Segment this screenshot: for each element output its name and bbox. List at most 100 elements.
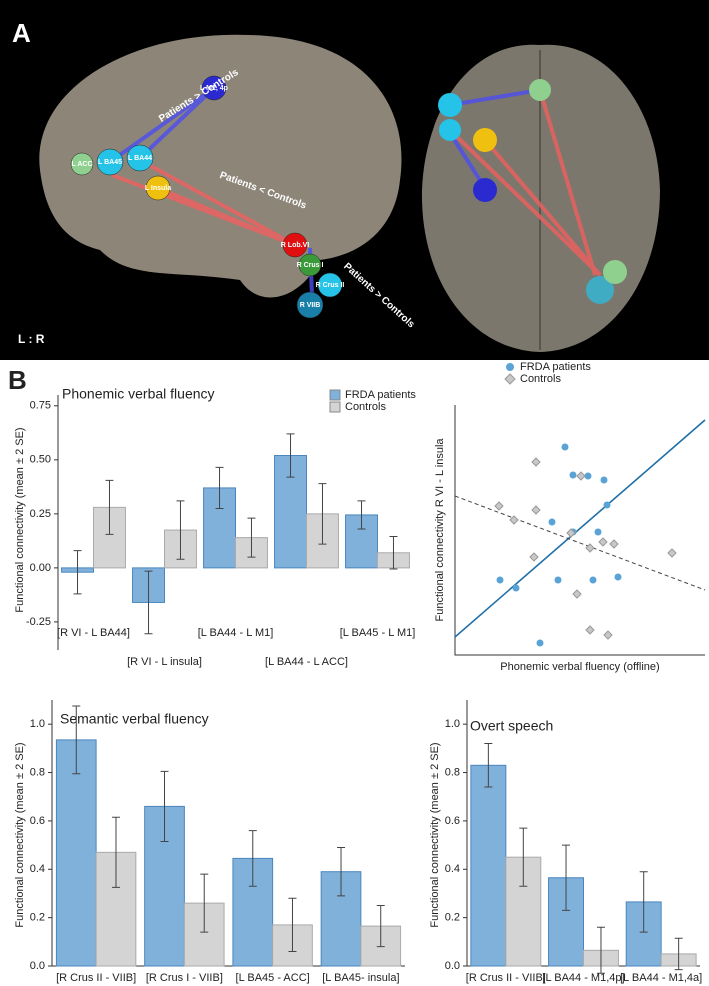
point xyxy=(594,528,602,536)
axial-nodes xyxy=(438,79,627,304)
x-tick-label: [L BA44 - L ACC] xyxy=(265,656,348,668)
connections-blue xyxy=(108,86,541,296)
error-bar xyxy=(484,743,493,788)
x-tick-label: [L BA45 - L M1] xyxy=(340,627,416,639)
y-tick-label: 0.00 xyxy=(30,562,51,574)
error-bar xyxy=(160,770,169,842)
y-tick-label: 0.2 xyxy=(30,912,45,924)
bar xyxy=(470,764,507,967)
brain-node xyxy=(126,144,154,172)
fit-line xyxy=(454,419,706,638)
x-tick-label: [L BA44 - M1,4p] xyxy=(542,972,624,984)
legend-label: Controls xyxy=(345,401,386,413)
error-bar xyxy=(639,871,648,933)
error-bar xyxy=(389,536,398,570)
brain-node xyxy=(282,232,308,258)
x-axis-label: Phonemic verbal fluency (offline) xyxy=(500,661,659,673)
legend-label: Controls xyxy=(520,373,561,385)
y-tick-label: 0.0 xyxy=(445,960,460,972)
node-label: L Insula xyxy=(145,185,171,192)
error-bar xyxy=(144,570,153,635)
point xyxy=(667,548,677,558)
y-axis-label: Functional connectivity R VI - L insula xyxy=(434,438,446,622)
x-tick-label: [R VI - L insula] xyxy=(127,656,202,668)
chart-title: Overt speech xyxy=(470,718,553,734)
x-tick-label: [L BA44 - M1,4a] xyxy=(620,972,702,984)
brain-node xyxy=(317,272,343,298)
node-label: R Crus I xyxy=(297,262,324,269)
point xyxy=(531,505,541,515)
point xyxy=(531,457,541,467)
error-bar xyxy=(562,844,571,911)
error-bar xyxy=(318,483,327,545)
error-bar xyxy=(674,937,683,971)
y-axis-label: Functional connectivity (mean ± 2 SE) xyxy=(429,742,441,927)
x-tick-label: [R VI - L BA44] xyxy=(57,627,130,639)
error-bar xyxy=(111,816,120,888)
error-bar xyxy=(200,873,209,933)
legend-swatch xyxy=(329,389,341,401)
error-bar xyxy=(519,827,528,887)
node-label: L M1, 4p xyxy=(200,85,228,92)
point xyxy=(609,539,619,549)
y-tick-label: 0.6 xyxy=(445,815,460,827)
point xyxy=(576,471,586,481)
point xyxy=(509,515,519,525)
fit-line xyxy=(454,495,706,591)
y-tick-label: 0.2 xyxy=(445,912,460,924)
node-label: R Lob.VI xyxy=(281,242,309,249)
x-tick-label: [L BA44 - L M1] xyxy=(198,627,274,639)
orientation-label: L : R xyxy=(18,332,45,346)
point xyxy=(598,537,608,547)
brain-node xyxy=(201,75,227,101)
bar xyxy=(55,739,97,967)
y-tick-label: 0.4 xyxy=(30,863,45,875)
point xyxy=(554,576,562,584)
error-bar xyxy=(176,500,185,560)
point xyxy=(603,501,611,509)
node-label: L ACC xyxy=(72,161,93,168)
panel-label: B xyxy=(8,365,27,395)
y-tick-label: 0.6 xyxy=(30,815,45,827)
x-tick-label: [L BA45 - ACC] xyxy=(236,972,310,984)
legend-label: FRDA patients xyxy=(520,361,591,373)
point xyxy=(548,518,556,526)
axes xyxy=(454,405,705,656)
error-bar xyxy=(596,926,605,974)
x-tick-label: [L BA45- insula] xyxy=(322,972,399,984)
y-tick-label: -0.25 xyxy=(26,616,51,628)
chart-title: Semantic verbal fluency xyxy=(60,711,209,727)
y-tick-label: 0.8 xyxy=(30,766,45,778)
error-bar xyxy=(73,550,82,595)
legend-label: FRDA patients xyxy=(345,389,416,401)
y-tick-label: 1.0 xyxy=(445,718,460,730)
point xyxy=(585,543,595,553)
node-label: L BA45 xyxy=(98,159,122,166)
y-tick-label: 0.8 xyxy=(445,766,460,778)
point xyxy=(494,501,504,511)
error-bar xyxy=(286,433,295,478)
error-bar xyxy=(248,830,257,887)
point xyxy=(569,471,577,479)
node-label: R VIIB xyxy=(300,302,321,309)
x-tick-label: [R Crus I - VIIB] xyxy=(146,972,223,984)
y-tick-label: 1.0 xyxy=(30,718,45,730)
point xyxy=(572,589,582,599)
legend-swatch xyxy=(329,401,341,413)
y-axis-label: Functional connectivity (mean ± 2 SE) xyxy=(14,427,26,612)
point xyxy=(512,584,520,592)
brain-node xyxy=(70,152,94,176)
point xyxy=(585,625,595,635)
brain-lateral xyxy=(39,34,402,298)
point xyxy=(603,630,613,640)
point xyxy=(614,573,622,581)
bar xyxy=(232,857,274,967)
point xyxy=(600,476,608,484)
x-tick-label: [R Crus II - VIIB] xyxy=(466,972,546,984)
point xyxy=(529,552,539,562)
brain-node xyxy=(298,253,322,277)
error-bar xyxy=(105,479,114,535)
point xyxy=(496,576,504,584)
brain-node xyxy=(96,148,124,176)
